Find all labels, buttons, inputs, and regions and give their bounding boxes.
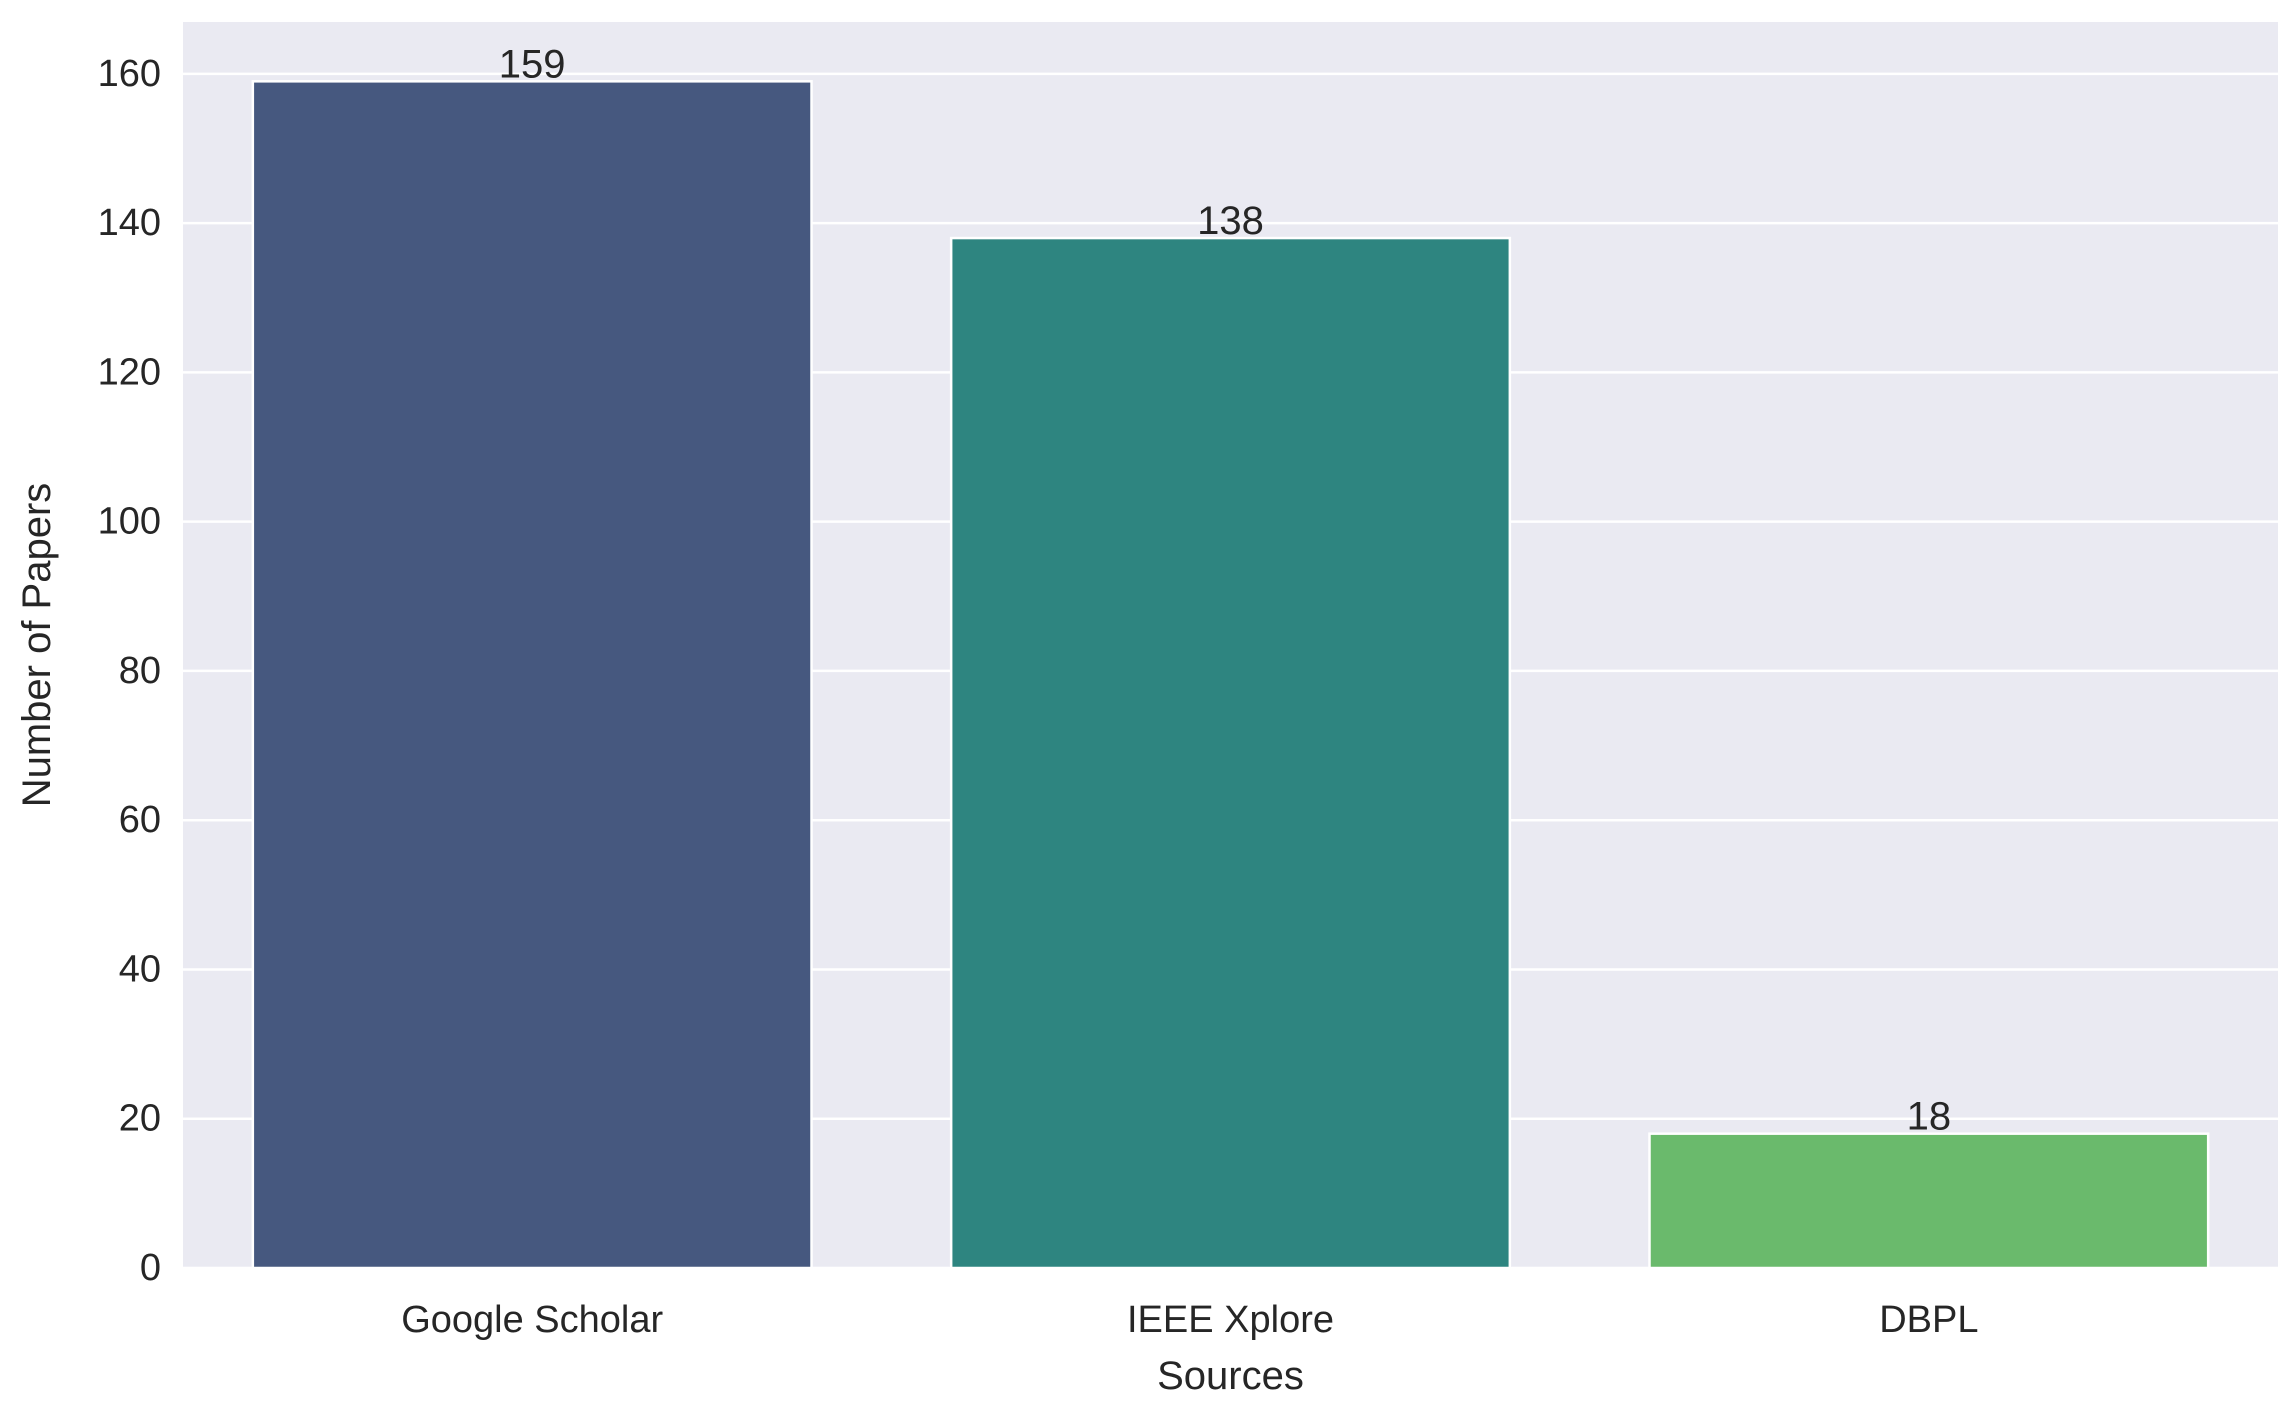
bar — [251, 80, 813, 1270]
x-tick-label: IEEE Xplore — [1127, 1299, 1334, 1341]
y-axis-title: Number of Papers — [15, 483, 59, 808]
y-tick-label: 60 — [119, 799, 161, 841]
data-labels: 159 138 18 — [499, 42, 1951, 1138]
y-tick-label: 40 — [119, 948, 161, 990]
y-axis-ticks: 0 20 40 60 80 100 120 140 160 — [98, 53, 161, 1289]
bars — [251, 80, 2210, 1270]
y-tick-label: 100 — [98, 501, 161, 543]
bar — [949, 236, 1512, 1270]
bar-value-label: 159 — [499, 42, 566, 86]
bar — [1648, 1132, 2210, 1270]
x-tick-label: DBPL — [1879, 1299, 1978, 1341]
y-tick-label: 0 — [140, 1247, 161, 1289]
y-tick-label: 140 — [98, 202, 161, 244]
y-tick-label: 160 — [98, 53, 161, 95]
x-axis-ticks: Google Scholar IEEE Xplore DBPL — [401, 1299, 1978, 1341]
bar-value-label: 18 — [1907, 1095, 1952, 1139]
y-tick-label: 20 — [119, 1098, 161, 1140]
bar-value-label: 138 — [1197, 199, 1264, 243]
x-tick-label: Google Scholar — [401, 1299, 663, 1341]
x-axis-title: Sources — [1157, 1354, 1304, 1398]
y-tick-label: 120 — [98, 351, 161, 393]
y-tick-label: 80 — [119, 650, 161, 692]
